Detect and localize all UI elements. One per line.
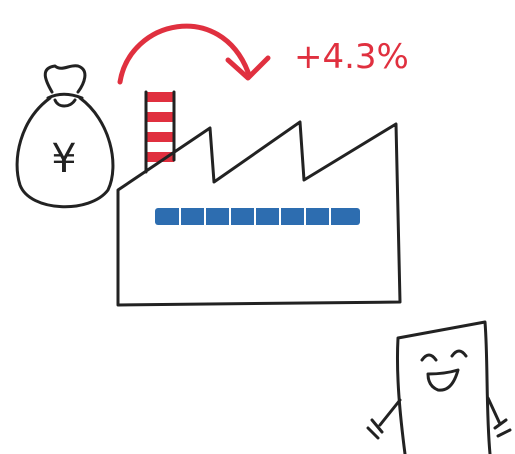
money-bag: ¥ bbox=[17, 66, 113, 207]
bag-symbol: ¥ bbox=[51, 136, 76, 182]
character bbox=[368, 322, 510, 454]
factory-window bbox=[155, 208, 360, 225]
growth-label: +4.3% bbox=[294, 37, 409, 77]
illustration: +4.3% ¥ bbox=[0, 0, 515, 454]
growth-arrow bbox=[120, 26, 248, 82]
